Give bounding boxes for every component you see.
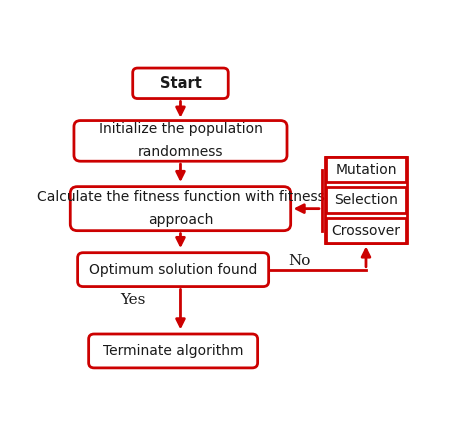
Text: Optimum solution found: Optimum solution found (89, 263, 257, 277)
FancyBboxPatch shape (325, 157, 407, 243)
FancyBboxPatch shape (70, 187, 291, 231)
Text: Calculate the fitness function with fitness
approach: Calculate the fitness function with fitn… (36, 190, 324, 227)
Text: No: No (289, 254, 311, 268)
Text: Crossover: Crossover (331, 224, 401, 238)
FancyBboxPatch shape (326, 218, 406, 243)
Text: Mutation: Mutation (335, 163, 397, 177)
Text: Selection: Selection (334, 193, 398, 207)
Text: Start: Start (160, 76, 201, 91)
FancyBboxPatch shape (89, 334, 258, 368)
FancyBboxPatch shape (74, 121, 287, 161)
FancyBboxPatch shape (133, 68, 228, 99)
FancyBboxPatch shape (326, 157, 406, 183)
Text: Terminate algorithm: Terminate algorithm (103, 344, 243, 358)
FancyBboxPatch shape (78, 253, 269, 286)
Text: Initialize the population
randomness: Initialize the population randomness (99, 122, 263, 159)
FancyBboxPatch shape (326, 187, 406, 213)
Text: Yes: Yes (120, 293, 146, 307)
